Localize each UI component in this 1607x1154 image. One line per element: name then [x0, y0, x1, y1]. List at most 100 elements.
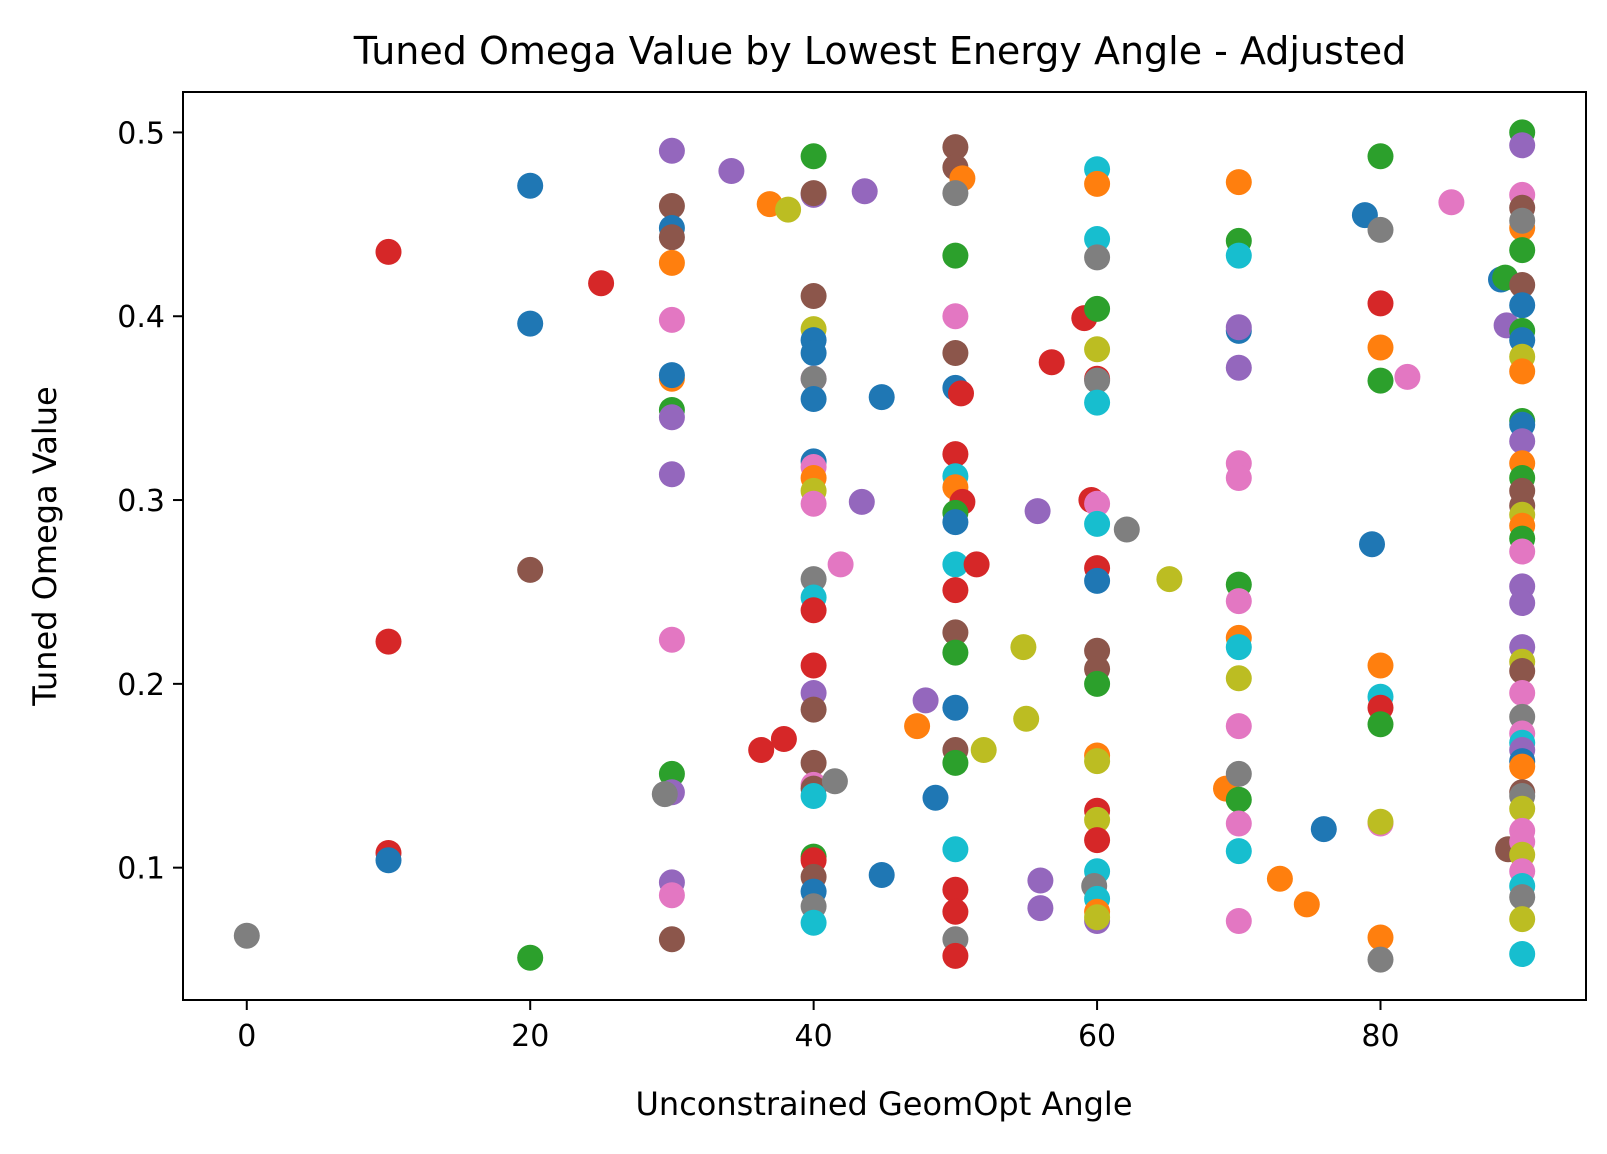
scatter-point	[942, 639, 969, 666]
scatter-point	[1113, 516, 1140, 543]
scatter-point	[800, 180, 827, 207]
scatter-point	[1367, 334, 1394, 361]
scatter-point	[1084, 226, 1111, 252]
scatter-point	[827, 551, 854, 578]
scatter-point	[658, 461, 685, 488]
scatter-point	[942, 180, 969, 207]
plot-frame	[182, 91, 1587, 1001]
scatter-point	[1225, 713, 1252, 740]
scatter-point	[800, 783, 827, 809]
scatter-point	[942, 577, 969, 604]
scatter-point	[1084, 827, 1111, 854]
scatter-point	[948, 380, 974, 407]
scatter-point	[1509, 658, 1536, 684]
x-axis-ticks: 0 20 40 60 80	[237, 1000, 1400, 1054]
scatter-point	[1509, 272, 1536, 298]
scatter-point	[1509, 237, 1536, 264]
scatter-point	[1367, 290, 1394, 317]
scatter-point	[942, 242, 969, 269]
scatter-point	[1084, 670, 1111, 697]
scatter-point	[942, 441, 969, 468]
scatter-point	[1084, 367, 1111, 394]
scatter-point	[1509, 795, 1536, 822]
scatter-point	[770, 726, 797, 752]
scatter-point	[1027, 867, 1054, 894]
scatter-point	[1509, 358, 1536, 385]
scatter-point	[800, 597, 827, 624]
scatter-point	[375, 628, 402, 655]
scatter-point	[1367, 924, 1394, 951]
scatter-point	[1509, 753, 1536, 780]
x-tick-label: 20	[511, 1019, 549, 1054]
scatter-point	[651, 781, 678, 808]
scatter-point	[942, 551, 969, 578]
chart-title: Tuned Omega Value by Lowest Energy Angle…	[353, 29, 1407, 73]
scatter-point	[1367, 711, 1394, 738]
scatter-point	[1509, 292, 1536, 319]
scatter-point	[800, 749, 827, 776]
scatter-point	[904, 713, 931, 740]
scatter-point	[800, 652, 827, 679]
scatter-point	[1266, 865, 1293, 892]
scatter-point	[1367, 367, 1394, 394]
scatter-point	[1225, 169, 1252, 196]
scatter-point	[1509, 428, 1536, 455]
scatter-point	[942, 134, 969, 161]
scatter-point	[1225, 838, 1252, 865]
x-tick-label: 60	[1078, 1019, 1116, 1054]
scatter-point	[963, 551, 990, 578]
scatter-point	[1225, 908, 1252, 934]
scatter-point	[942, 619, 969, 646]
scatter-point	[942, 836, 969, 863]
scatter-point	[658, 926, 685, 953]
scatter-point	[1225, 634, 1252, 661]
scatter-point	[517, 310, 544, 337]
scatter-point	[868, 384, 895, 411]
scatter-point	[658, 306, 685, 333]
scatter-point	[658, 404, 685, 431]
scatter-point	[1084, 170, 1111, 197]
scatter-point	[658, 137, 685, 164]
scatter-point	[1084, 490, 1111, 517]
scatter-point	[1027, 895, 1054, 922]
y-tick-label: 0.3	[117, 484, 165, 519]
scatter-point	[517, 944, 544, 971]
scatter-point	[922, 784, 949, 811]
scatter-point	[868, 862, 895, 888]
scatter-point	[942, 694, 969, 721]
scatter-point	[658, 193, 685, 219]
scatter-point	[800, 566, 827, 593]
y-tick-label: 0.5	[117, 116, 165, 151]
scatter-point	[1084, 904, 1111, 931]
scatter-point	[233, 922, 260, 949]
scatter-point	[1367, 216, 1394, 243]
scatter-point	[375, 238, 402, 265]
scatter-point	[942, 942, 969, 969]
scatter-point	[748, 737, 775, 763]
scatter-point	[1509, 132, 1536, 159]
scatter-point	[942, 749, 969, 776]
scatter-point	[1225, 354, 1252, 381]
scatter-point	[1310, 816, 1337, 843]
scatter-point	[1359, 531, 1385, 558]
scatter-point	[718, 158, 745, 184]
y-axis-label: Tuned Omega Value	[26, 386, 64, 706]
scatter-point	[1084, 806, 1111, 833]
scatter-point	[1438, 189, 1465, 216]
scatter-point	[1509, 680, 1536, 706]
scatter-point	[1225, 760, 1252, 787]
scatter-point	[800, 909, 827, 936]
scatter-point	[1024, 498, 1051, 525]
scatter-point	[1509, 538, 1536, 565]
scatter-point	[942, 303, 969, 330]
scatter-point	[1084, 567, 1111, 594]
scatter-point	[800, 696, 827, 723]
scatter-point	[1084, 244, 1111, 271]
scatter-point	[912, 687, 939, 714]
scatter-point	[1084, 389, 1111, 416]
scatter-point	[1509, 207, 1536, 234]
y-tick-label: 0.2	[117, 668, 165, 703]
scatter-point	[1013, 705, 1040, 732]
scatter-point	[1010, 634, 1037, 661]
